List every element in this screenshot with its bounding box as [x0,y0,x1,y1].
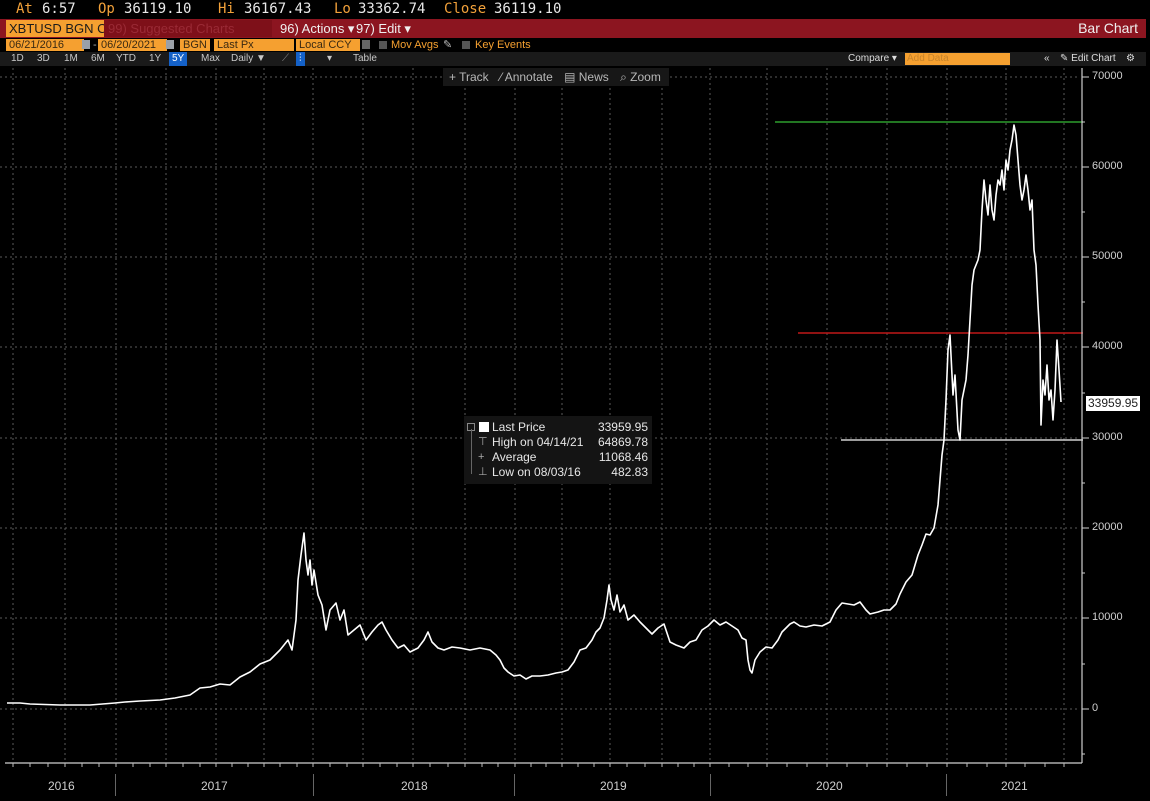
x-tick-2019: 2019 [600,779,627,793]
year-divider [946,774,947,796]
low-marker-icon: ⊥ [478,466,488,478]
line-chart-icon[interactable]: ⟋ [282,53,289,64]
y-tick-10000: 10000 [1092,611,1123,623]
frequency-dropdown[interactable]: Daily ▼ [231,53,266,64]
currency-dropdown-icon[interactable] [362,40,370,49]
settings-bar: 06/21/2016 - 06/20/2021 BGN Last Px Loca… [0,38,1146,52]
x-tick-2017: 2017 [201,779,228,793]
legend-row-low: ⊥ Low on 08/03/16 482.83 [464,465,652,480]
open-label: Op [98,1,115,17]
legend-label: High on 04/14/21 [492,435,584,449]
legend-swatch-icon [479,422,489,432]
field-selector[interactable]: Last Px [214,39,294,51]
low-label: Lo [334,1,351,17]
legend-row-last-price[interactable]: Last Price 33959.95 [464,420,652,435]
edit-chart-button[interactable]: ✎ Edit Chart [1060,53,1116,64]
close-label: Close [444,1,487,17]
y-tick-0: 0 [1092,702,1099,714]
command-bar: XBTUSD BGN Curncy 99) Suggested Charts 9… [0,19,1146,38]
key-events-checkbox[interactable] [462,41,470,49]
pencil-icon[interactable]: ✎ [443,39,453,51]
annotate-button[interactable]: ⁄ Annotate [500,70,553,84]
suggested-charts-button[interactable]: 99) Suggested Charts [104,20,272,37]
y-tick-30000: 30000 [1092,431,1123,443]
news-button[interactable]: ▤ News [564,70,609,84]
compare-dropdown[interactable]: Compare ▾ [848,53,897,64]
collapse-icon[interactable]: « [1044,53,1050,64]
period-ytd[interactable]: YTD [116,53,136,64]
y-tick-40000: 40000 [1092,340,1123,352]
add-data-input[interactable]: Add Data [905,53,1010,65]
calendar-icon[interactable] [166,40,174,49]
period-6m[interactable]: 6M [91,53,105,64]
period-1m[interactable]: 1M [64,53,78,64]
x-axis: 2016 2017 2018 2019 2020 2021 [0,765,1080,801]
date-separator: - [93,39,97,51]
zoom-button[interactable]: ⌕ Zoom [620,70,661,84]
legend-value: 482.83 [611,465,648,479]
mov-avgs-checkbox[interactable] [379,41,387,49]
table-button[interactable]: Table [353,53,377,64]
actions-menu[interactable]: 96) Actions ▾ [280,21,355,36]
legend-value: 33959.95 [597,420,648,434]
average-marker-icon: + [478,451,485,463]
chart-type-label[interactable]: Bar Chart [1078,20,1138,36]
key-events-label[interactable]: Key Events [475,39,531,51]
high-label: Hi [218,1,235,17]
y-tick-20000: 20000 [1092,521,1123,533]
year-divider [313,774,314,796]
at-value: 6:57 [42,1,76,17]
year-divider [115,774,116,796]
year-divider [710,774,711,796]
currency-selector[interactable]: Local CCY [296,39,360,51]
grid [0,68,1078,762]
period-bar: 1D 3D 1M 6M YTD 1Y 5Y Max Daily ▼ ⟋ ⫶ ▾ … [0,52,1146,66]
start-date-field[interactable]: 06/21/2016 [6,39,84,51]
x-tick-2018: 2018 [401,779,428,793]
y-tick-70000: 70000 [1092,70,1123,82]
legend-value: 11068.46 [598,450,648,464]
legend-tree-line [471,429,472,474]
x-tick-2020: 2020 [816,779,843,793]
close-value: 36119.10 [494,1,562,17]
bar-chart-icon[interactable]: ⫶ [296,52,305,66]
legend-row-average: + Average 11068.46 [464,450,652,465]
source-field[interactable]: BGN [180,39,210,51]
open-value: 36119.10 [124,1,192,17]
y-tick-50000: 50000 [1092,250,1123,262]
price-line [7,124,1062,706]
legend-value: 64869.78 [597,435,648,449]
mov-avgs-label[interactable]: Mov Avgs [391,39,439,51]
more-dropdown-icon[interactable]: ▾ [327,53,333,64]
gear-icon[interactable]: ⚙ [1126,53,1135,64]
chart-legend[interactable]: Last Price 33959.95 ⊤ High on 04/14/21 6… [464,416,652,484]
legend-label: Low on 08/03/16 [492,465,581,479]
period-1d[interactable]: 1D [11,53,24,64]
period-3d[interactable]: 3D [37,53,50,64]
calendar-icon[interactable] [82,40,90,49]
legend-label: Average [492,450,537,464]
track-button[interactable]: + Track [449,70,489,84]
legend-row-high: ⊤ High on 04/14/21 64869.78 [464,435,652,450]
year-divider [514,774,515,796]
last-price-tag: 33959.95 [1086,396,1141,411]
at-label: At [16,1,33,17]
period-max[interactable]: Max [201,53,220,64]
quote-header: At 6:57 Op 36119.10 Hi 36167.43 Lo 33362… [0,0,1150,19]
chart-toolbar: + Track ⁄ Annotate ▤ News ⌕ Zoom [443,68,669,86]
high-value: 36167.43 [244,1,312,17]
legend-label: Last Price [492,420,546,434]
x-tick-2021: 2021 [1001,779,1028,793]
end-date-field[interactable]: 06/20/2021 [98,39,167,51]
y-tick-60000: 60000 [1092,160,1123,172]
high-marker-icon: ⊤ [478,436,488,448]
low-value: 33362.74 [358,1,426,17]
period-5y[interactable]: 5Y [169,52,188,66]
edit-menu[interactable]: 97) Edit ▾ [356,21,411,36]
period-1y[interactable]: 1Y [149,53,162,64]
x-tick-2016: 2016 [48,779,75,793]
